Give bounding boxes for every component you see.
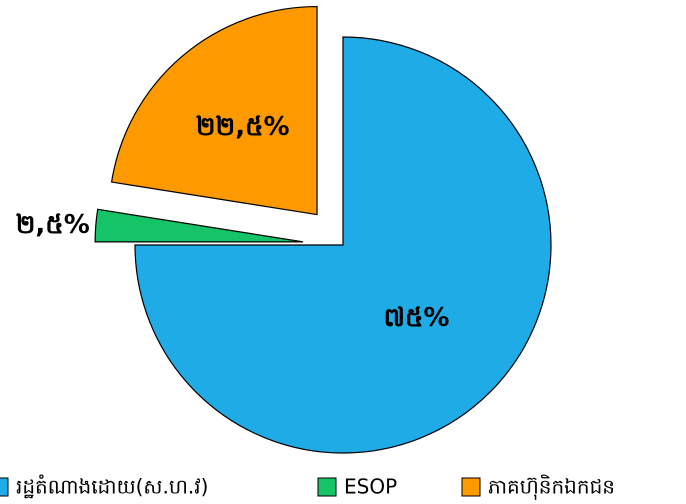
- value-label: ៧៥%: [384, 303, 450, 333]
- legend-swatch: [0, 477, 9, 497]
- legend-label: រដ្ឋតំណាងដោយ(ស.ហ.វ): [16, 474, 208, 499]
- legend-swatch: [317, 477, 337, 497]
- legend-swatch: [461, 477, 481, 497]
- pie-slice: [110, 5, 318, 216]
- value-label: ២,៥%: [16, 210, 90, 240]
- pie-slice: [134, 36, 552, 454]
- pie-slice: [94, 208, 304, 243]
- legend-label: ESOP: [344, 475, 397, 499]
- value-label: ២២,៥%: [196, 112, 290, 142]
- legend-label: ភាគហ៊ុនិកឯកជន: [488, 474, 615, 501]
